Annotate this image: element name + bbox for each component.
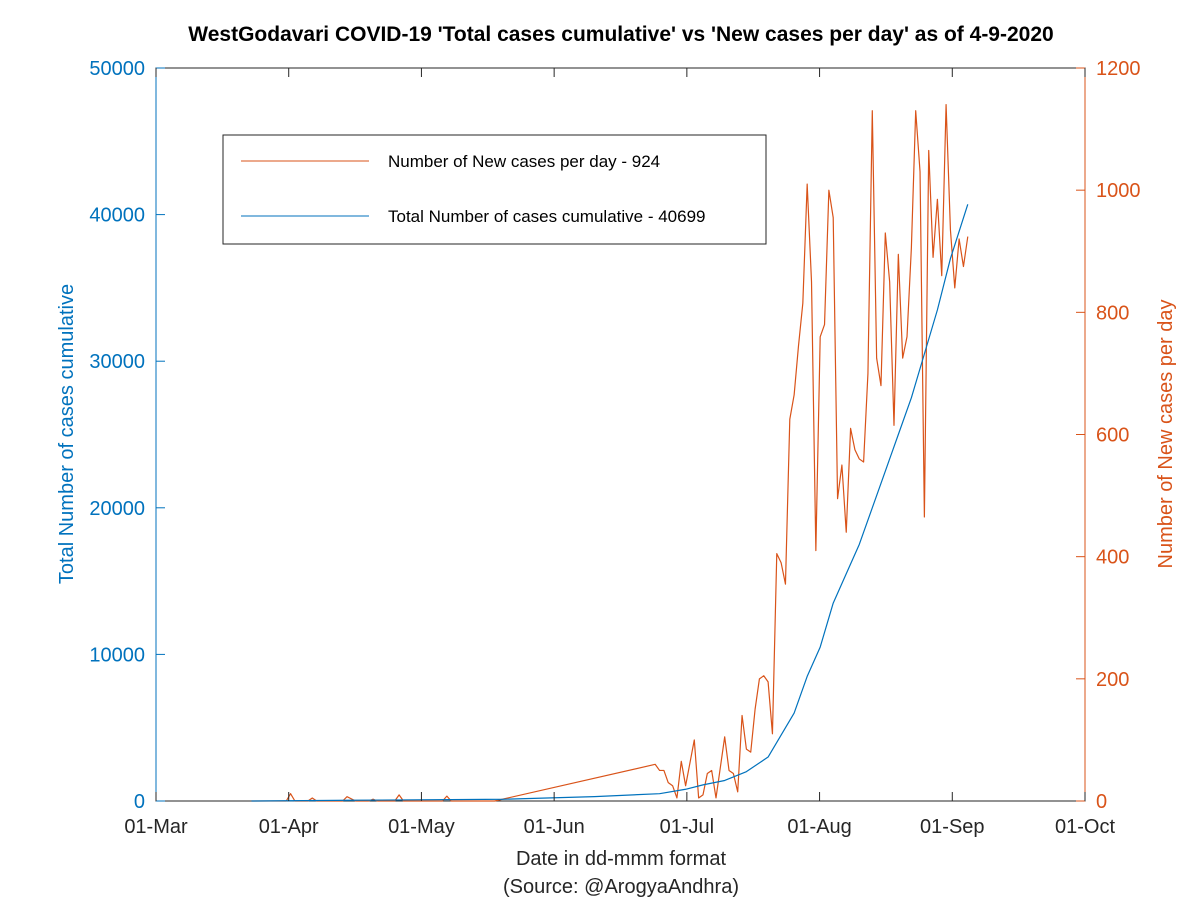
right-tick-label: 1000 xyxy=(1096,180,1141,202)
x-tick-label: 01-Oct xyxy=(1055,816,1115,838)
x-tick-label: 01-Apr xyxy=(259,816,319,838)
x-tick-label: 01-May xyxy=(388,816,455,838)
x-tick-label: 01-Jul xyxy=(660,816,714,838)
chart-title: WestGodavari COVID-19 'Total cases cumul… xyxy=(188,23,1053,46)
left-tick-label: 30000 xyxy=(89,351,145,373)
x-axis: 01-Mar 01-Apr 01-May 01-Jun 01-Jul 01-Aug 01-S… xyxy=(124,68,1115,838)
right-tick-label: 400 xyxy=(1096,547,1129,569)
left-tick-label: 40000 xyxy=(89,205,145,227)
legend-label-total-cases: Total Number of cases cumulative - 40699 xyxy=(388,207,706,226)
x-tick-label: 01-Sep xyxy=(920,816,985,838)
legend-label-new-cases: Number of New cases per day - 924 xyxy=(388,152,660,171)
series-line-total-cases xyxy=(251,204,969,802)
left-tick-label: 50000 xyxy=(89,58,145,80)
source-note: (Source: @ArogyaAndhra) xyxy=(503,876,739,898)
left-tick-label: 10000 xyxy=(89,644,145,666)
series-layer xyxy=(251,104,969,802)
legend: Number of New cases per day - 924 Total … xyxy=(222,134,767,245)
right-axis: 0 200 400 600 800 1000 1200 xyxy=(1076,58,1141,813)
right-tick-label: 600 xyxy=(1096,425,1129,447)
right-tick-label: 800 xyxy=(1096,302,1129,324)
x-tick-label: 01-Aug xyxy=(787,816,852,838)
y-axis-right-label: Number of New cases per day xyxy=(1155,299,1177,568)
series-line-new-cases xyxy=(251,104,969,802)
left-axis: 0 10000 20000 30000 40000 50000 xyxy=(89,58,165,813)
right-tick-label: 0 xyxy=(1096,791,1107,813)
right-tick-label: 200 xyxy=(1096,669,1129,691)
y-axis-left-label: Total Number of cases cumulative xyxy=(56,284,78,584)
x-tick-label: 01-Mar xyxy=(124,816,188,838)
x-tick-label: 01-Jun xyxy=(524,816,585,838)
legend-box xyxy=(222,134,767,245)
x-axis-label: Date in dd-mmm format xyxy=(516,848,726,870)
left-tick-label: 20000 xyxy=(89,498,145,520)
left-tick-label: 0 xyxy=(134,791,145,813)
right-tick-label: 1200 xyxy=(1096,58,1141,80)
